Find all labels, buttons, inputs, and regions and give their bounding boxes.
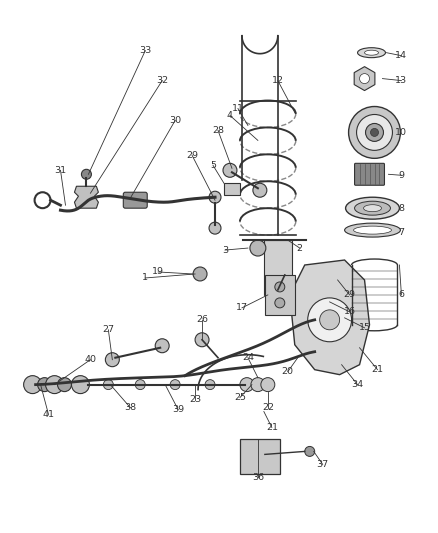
- Text: 27: 27: [102, 325, 114, 334]
- Text: 7: 7: [399, 228, 404, 237]
- Text: 36: 36: [252, 473, 264, 482]
- Circle shape: [81, 169, 92, 179]
- Circle shape: [46, 376, 64, 393]
- Text: 34: 34: [352, 380, 364, 389]
- Text: 26: 26: [196, 316, 208, 324]
- Circle shape: [193, 267, 207, 281]
- Circle shape: [209, 222, 221, 234]
- Text: 19: 19: [152, 268, 164, 277]
- Ellipse shape: [364, 205, 381, 212]
- Ellipse shape: [366, 124, 384, 141]
- Circle shape: [24, 376, 42, 393]
- FancyBboxPatch shape: [265, 275, 295, 315]
- Circle shape: [57, 378, 71, 392]
- Text: 15: 15: [359, 324, 371, 332]
- Text: 30: 30: [169, 116, 181, 125]
- Text: 31: 31: [54, 166, 67, 175]
- Text: 16: 16: [343, 308, 356, 317]
- Circle shape: [275, 298, 285, 308]
- Circle shape: [275, 282, 285, 292]
- Circle shape: [106, 353, 119, 367]
- Polygon shape: [74, 186, 99, 208]
- FancyBboxPatch shape: [264, 240, 292, 295]
- Ellipse shape: [346, 197, 399, 219]
- Circle shape: [261, 378, 275, 392]
- Text: 8: 8: [399, 204, 404, 213]
- Text: 11: 11: [232, 104, 244, 113]
- Circle shape: [170, 379, 180, 390]
- Text: 24: 24: [242, 353, 254, 362]
- Ellipse shape: [357, 115, 392, 150]
- Ellipse shape: [349, 107, 400, 158]
- Text: 12: 12: [272, 76, 284, 85]
- Text: 29: 29: [343, 290, 356, 300]
- Text: 29: 29: [186, 151, 198, 160]
- Circle shape: [209, 191, 221, 203]
- Circle shape: [320, 310, 339, 330]
- Circle shape: [155, 339, 169, 353]
- Text: 10: 10: [396, 128, 407, 137]
- Ellipse shape: [357, 47, 385, 58]
- Text: 23: 23: [189, 395, 201, 404]
- Text: 28: 28: [212, 126, 224, 135]
- Text: 33: 33: [139, 46, 152, 55]
- Text: 37: 37: [317, 460, 329, 469]
- Circle shape: [240, 378, 254, 392]
- Text: 21: 21: [266, 423, 278, 432]
- Text: 14: 14: [396, 51, 407, 60]
- FancyBboxPatch shape: [355, 163, 385, 185]
- Polygon shape: [290, 260, 370, 375]
- Text: 39: 39: [172, 405, 184, 414]
- Text: 25: 25: [234, 393, 246, 402]
- Ellipse shape: [345, 223, 400, 237]
- Text: 2: 2: [297, 244, 303, 253]
- Circle shape: [223, 163, 237, 177]
- Text: 13: 13: [396, 76, 407, 85]
- Text: 20: 20: [282, 367, 294, 376]
- Text: 3: 3: [222, 246, 228, 255]
- Circle shape: [135, 379, 145, 390]
- Circle shape: [205, 379, 215, 390]
- Ellipse shape: [371, 128, 378, 136]
- Circle shape: [38, 378, 52, 392]
- Text: 32: 32: [156, 76, 168, 85]
- Text: 17: 17: [236, 303, 248, 312]
- Ellipse shape: [355, 201, 390, 215]
- Text: 41: 41: [42, 410, 55, 419]
- Text: 9: 9: [399, 171, 404, 180]
- Polygon shape: [354, 67, 375, 91]
- FancyBboxPatch shape: [124, 192, 147, 208]
- Text: 1: 1: [142, 273, 148, 282]
- Circle shape: [253, 183, 267, 197]
- Ellipse shape: [364, 50, 378, 55]
- Text: 4: 4: [227, 111, 233, 120]
- FancyBboxPatch shape: [240, 439, 280, 474]
- Text: 5: 5: [210, 161, 216, 170]
- Text: 22: 22: [262, 403, 274, 412]
- Circle shape: [251, 378, 265, 392]
- Circle shape: [308, 298, 352, 342]
- Circle shape: [103, 379, 113, 390]
- Text: 6: 6: [399, 290, 404, 300]
- Ellipse shape: [353, 226, 392, 234]
- Circle shape: [71, 376, 89, 393]
- Circle shape: [250, 240, 266, 256]
- Text: 21: 21: [371, 365, 384, 374]
- Circle shape: [305, 447, 314, 456]
- Text: 40: 40: [85, 355, 96, 364]
- FancyBboxPatch shape: [224, 183, 240, 195]
- Text: 38: 38: [124, 403, 136, 412]
- Circle shape: [360, 74, 370, 84]
- Circle shape: [195, 333, 209, 347]
